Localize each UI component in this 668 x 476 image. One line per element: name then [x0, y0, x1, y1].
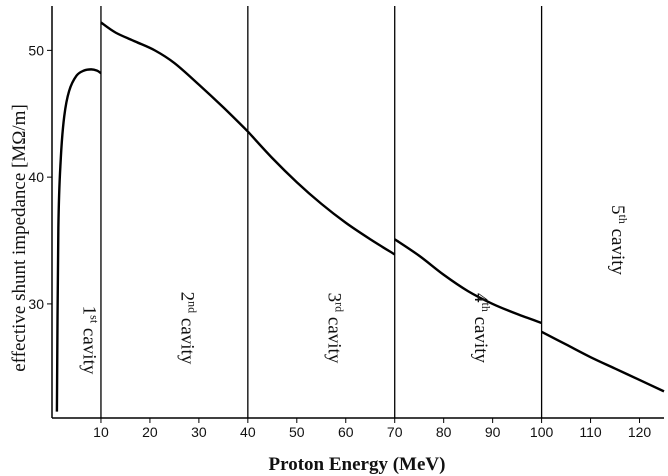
series-lines — [55, 21, 665, 412]
y-axis-ticks: 30 40 50 — [28, 42, 52, 312]
region-label-2: 2nd cavity — [176, 292, 199, 365]
x-tick-label-70: 70 — [387, 424, 403, 440]
x-tick-label-90: 90 — [485, 424, 501, 440]
y-tick-label-40: 40 — [28, 169, 44, 185]
y-tick-label-30: 30 — [28, 296, 44, 312]
plot-area: 10 20 30 40 50 60 70 80 90 100 110 120 30 40 50 1st c… — [28, 6, 665, 440]
x-tick-label-30: 30 — [191, 424, 207, 440]
x-tick-label-120: 120 — [628, 424, 652, 440]
region-label-1: 1st cavity — [79, 306, 102, 375]
series-line-4 — [394, 238, 543, 325]
x-tick-label-100: 100 — [530, 424, 554, 440]
x-tick-label-110: 110 — [579, 424, 602, 440]
region-label-5: 5th cavity — [607, 205, 630, 276]
region-label-4: 4th cavity — [470, 293, 493, 364]
x-tick-label-20: 20 — [142, 424, 158, 440]
series-line-5 — [541, 330, 665, 393]
x-tick-label-80: 80 — [436, 424, 452, 440]
x-tick-label-50: 50 — [289, 424, 305, 440]
x-tick-label-10: 10 — [93, 424, 109, 440]
x-tick-label-40: 40 — [240, 424, 256, 440]
series-line-3 — [246, 130, 396, 256]
region-labels: 1st cavity 2nd cavity 3rd cavity 4th cavity… — [79, 205, 631, 375]
region-label-3: 3rd cavity — [323, 293, 346, 364]
series-line-2 — [100, 21, 249, 133]
series-line-1 — [55, 68, 102, 412]
y-tick-label-50: 50 — [28, 42, 44, 58]
y-axis-title: effective shunt impedance [MΩ/m] — [9, 104, 30, 372]
region-boundaries — [100, 6, 543, 418]
x-axis-ticks: 10 20 30 40 50 60 70 80 90 100 110 120 — [93, 418, 651, 440]
x-axis-title: Proton Energy (MeV) — [269, 454, 446, 475]
x-tick-label-60: 60 — [338, 424, 354, 440]
